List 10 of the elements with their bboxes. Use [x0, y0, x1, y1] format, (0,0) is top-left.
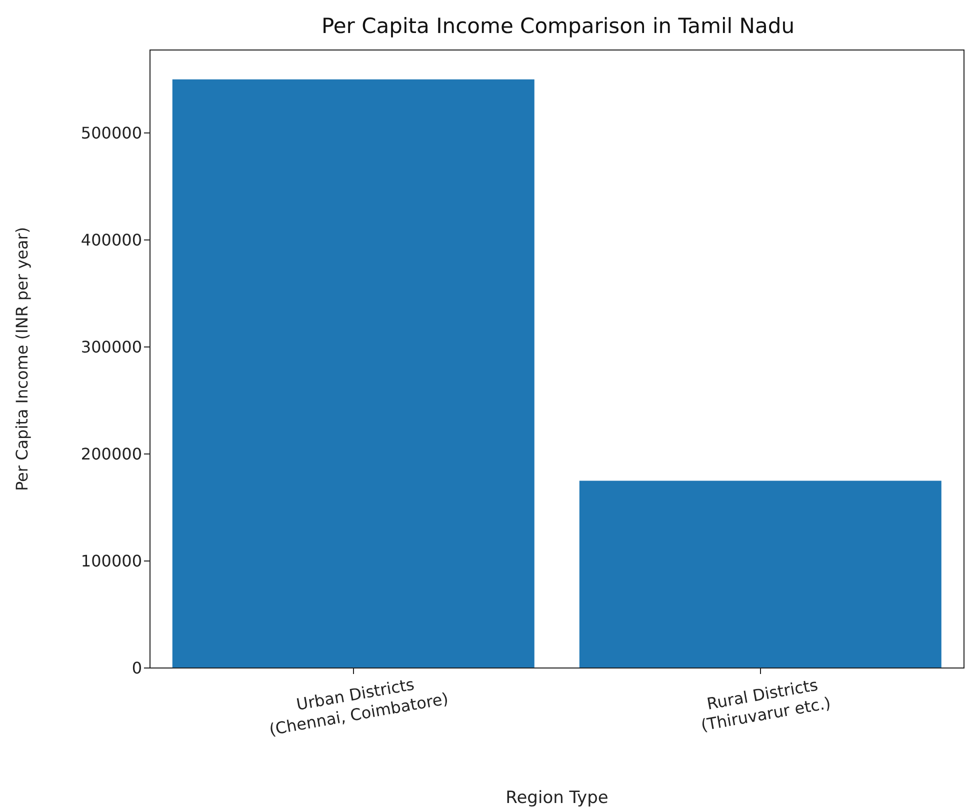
x-axis-title: Region Type: [506, 788, 608, 808]
y-tick-label: 300000: [80, 338, 142, 357]
y-axis-title: Per Capita Income (INR per year): [12, 226, 32, 492]
y-tick-label: 500000: [80, 124, 142, 143]
y-tick-label: 400000: [80, 230, 142, 250]
y-tick-label: 100000: [80, 552, 142, 571]
x-tick-label: Rural Districts (Thiruvarur etc.): [700, 675, 832, 735]
y-tick-label: 0: [132, 658, 142, 678]
y-tick-label: 200000: [80, 444, 142, 464]
chart-title: Per Capita Income Comparison in Tamil Nadu: [320, 14, 796, 38]
